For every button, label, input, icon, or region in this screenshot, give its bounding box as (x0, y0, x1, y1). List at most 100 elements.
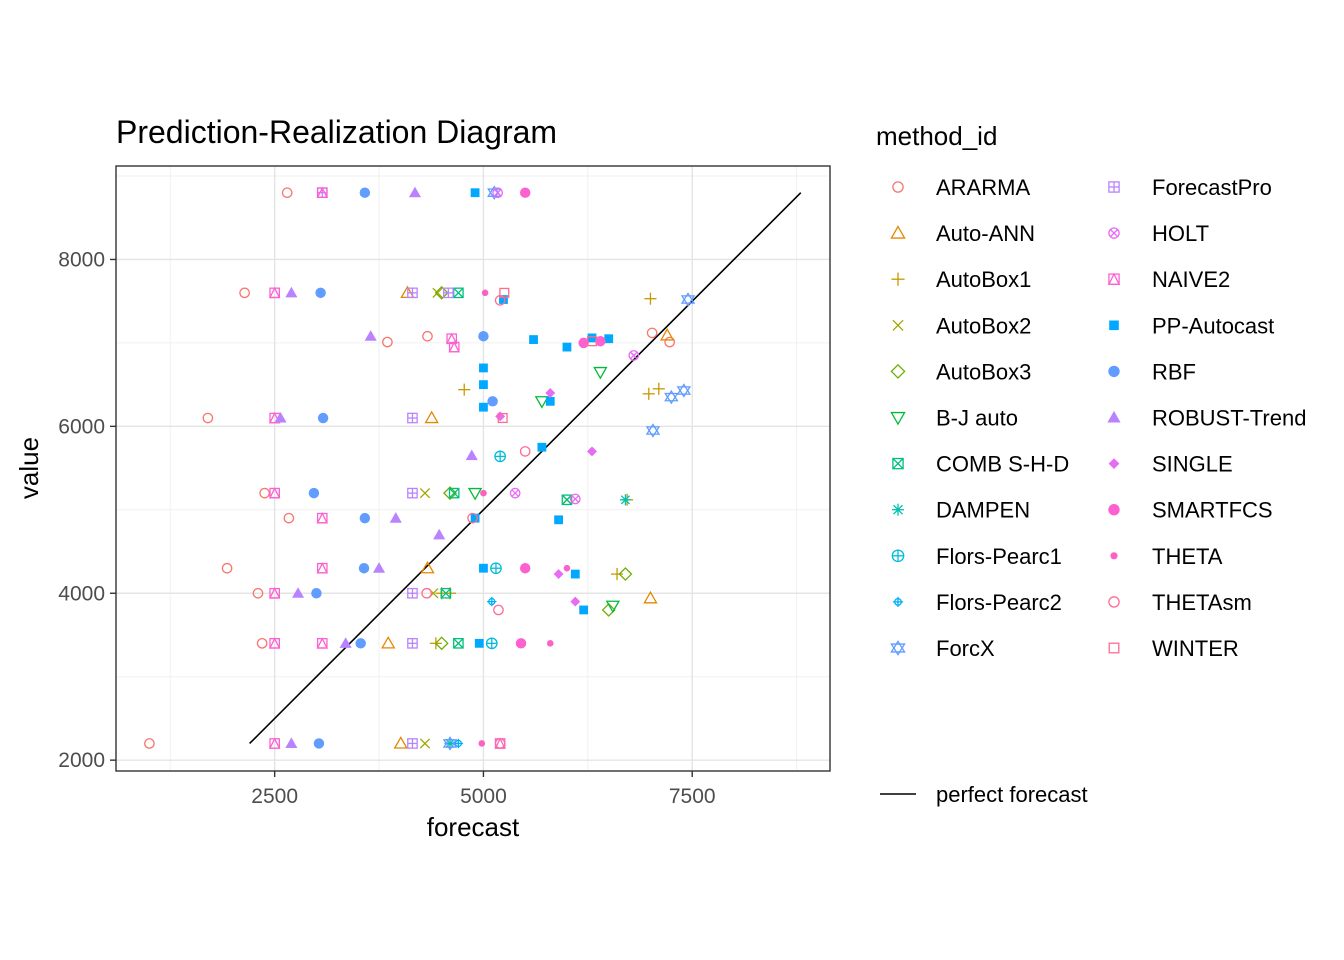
data-point (316, 562, 328, 574)
plot-area (115, 165, 831, 772)
data-point (317, 412, 329, 424)
data-point (645, 423, 661, 438)
legend-item-b-j-auto: B-J auto (890, 406, 1018, 431)
data-point (359, 187, 371, 198)
data-point (316, 186, 328, 199)
legend-key (890, 225, 906, 239)
data-point (537, 442, 547, 452)
legend-key (1108, 596, 1120, 608)
data-point (421, 587, 432, 599)
legend-label: Flors-Pearc2 (936, 590, 1062, 615)
legend-label: HOLT (1152, 221, 1209, 246)
data-point (586, 336, 598, 347)
data-point (465, 449, 478, 461)
legend-key (1107, 272, 1121, 285)
data-point (664, 336, 675, 348)
legend-item-dampen: DAMPEN (892, 498, 1030, 523)
data-point (252, 587, 264, 599)
legend: method_id ARARMA Auto-ANN AutoBox1 AutoBox2… (876, 121, 1306, 807)
data-point (595, 336, 606, 347)
legend-reference-line: perfect forecast (880, 782, 1088, 807)
data-point (515, 638, 527, 649)
data-point (587, 333, 597, 343)
legend-key (1108, 458, 1120, 469)
data-point (419, 738, 431, 749)
data-point (440, 587, 452, 599)
data-point (644, 292, 657, 305)
data-point (448, 487, 460, 499)
legend-label: COMB S-H-D (936, 452, 1069, 477)
data-point (474, 638, 484, 648)
data-point (554, 515, 563, 525)
legend-label: AutoBox2 (936, 313, 1031, 338)
data-point (285, 286, 298, 298)
data-point (546, 640, 554, 647)
y-tick-label: 2000 (58, 749, 105, 772)
x-tick-label: 2500 (251, 785, 298, 808)
legend-key (890, 363, 906, 379)
data-point (659, 328, 675, 341)
data-point (407, 587, 418, 599)
series-comb-s-h-d (440, 287, 573, 649)
legend-label: THETAsm (1152, 590, 1252, 615)
legend-item-smartfcs: SMARTFCS (1108, 498, 1273, 523)
perfect-forecast-line (249, 192, 802, 745)
legend-item-comb-s-h-d: COMB S-H-D (892, 452, 1069, 477)
data-point (578, 337, 589, 349)
series-thetasm (421, 295, 531, 749)
data-point (443, 287, 454, 299)
data-point (448, 340, 460, 353)
x-tick-label: 7500 (669, 785, 716, 808)
legend-key (1107, 410, 1121, 423)
data-point (587, 446, 597, 457)
legend-item-theta: THETA (1110, 544, 1223, 569)
data-point (499, 295, 508, 304)
data-point (407, 637, 418, 649)
series-auto-ann (381, 285, 675, 749)
data-point (479, 363, 488, 373)
data-point (493, 604, 504, 616)
data-point (499, 287, 510, 298)
data-point (481, 289, 489, 297)
data-point (443, 486, 458, 501)
legend-item-autobox1: AutoBox1 (891, 267, 1031, 292)
legend-key (1108, 227, 1120, 239)
series-rbf (308, 187, 498, 749)
data-point (407, 738, 418, 749)
data-point (315, 287, 326, 299)
data-point (467, 487, 483, 501)
data-point (339, 637, 352, 648)
data-point (274, 411, 287, 423)
legend-title: method_id (876, 121, 997, 151)
legend-key (1110, 552, 1118, 560)
legend-item-forecastpro: ForecastPro (1108, 175, 1272, 200)
data-point (424, 410, 439, 424)
data-point (545, 396, 555, 406)
data-point (434, 636, 449, 651)
data-point (485, 637, 498, 650)
y-tick-label: 6000 (58, 415, 105, 438)
legend-item-autobox2: AutoBox2 (892, 313, 1031, 338)
series-autobox3 (434, 285, 633, 651)
data-point (407, 412, 418, 424)
data-point (478, 740, 486, 747)
y-tick-label: 4000 (58, 582, 105, 605)
data-point (519, 187, 531, 198)
data-point (453, 287, 464, 299)
legend-key (892, 596, 904, 607)
legend-label: THETA (1152, 544, 1223, 569)
data-point (494, 738, 506, 749)
data-point (268, 637, 281, 649)
data-point (381, 635, 396, 649)
x-tick-label: 5000 (460, 785, 507, 808)
data-point (529, 335, 538, 344)
data-point (478, 331, 489, 342)
data-point (562, 342, 572, 352)
legend-item-winter: WINTER (1108, 636, 1239, 661)
legend-label-perfect-forecast: perfect forecast (936, 782, 1088, 807)
data-point (419, 487, 431, 499)
legend-label: ForcX (936, 636, 995, 661)
legend-key (1108, 181, 1120, 193)
legend-key (892, 503, 904, 516)
